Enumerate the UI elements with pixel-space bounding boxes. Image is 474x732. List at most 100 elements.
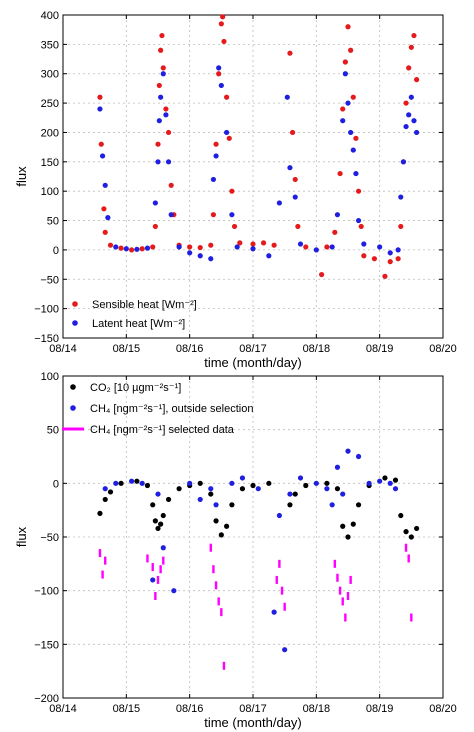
data-point xyxy=(102,486,108,492)
data-point xyxy=(208,491,214,497)
x-tick-label: 08/20 xyxy=(429,343,457,355)
legend-label: Sensible heat [Wm⁻²] xyxy=(92,299,197,311)
data-point xyxy=(350,94,356,100)
data-point xyxy=(250,482,256,489)
data-point xyxy=(371,256,377,262)
legend-swatch xyxy=(70,384,76,390)
data-point xyxy=(139,246,145,252)
data-point xyxy=(101,570,104,579)
data-point xyxy=(216,65,222,71)
data-point xyxy=(342,59,348,65)
data-point xyxy=(292,176,298,183)
data-point xyxy=(105,215,111,221)
data-point xyxy=(98,141,104,147)
data-point xyxy=(168,212,174,218)
data-point xyxy=(276,512,282,519)
data-point xyxy=(162,556,165,565)
data-point xyxy=(398,223,404,230)
x-tick-label: 08/16 xyxy=(176,703,204,715)
data-point xyxy=(229,480,235,486)
data-point xyxy=(340,523,346,529)
data-point xyxy=(340,491,346,497)
data-point xyxy=(101,206,107,212)
data-point xyxy=(229,188,235,194)
data-point xyxy=(113,244,119,250)
data-point xyxy=(146,554,149,563)
data-point xyxy=(297,241,304,247)
data-point xyxy=(144,245,151,251)
data-point xyxy=(276,200,282,206)
data-point xyxy=(224,94,230,100)
data-point xyxy=(158,521,164,527)
data-point xyxy=(97,94,103,100)
legend: Sensible heat [Wm⁻²] Latent heat [Wm⁻²] xyxy=(72,299,197,330)
data-point xyxy=(395,256,401,262)
data-point xyxy=(160,71,166,77)
x-tick-label: 08/17 xyxy=(239,343,267,355)
data-point xyxy=(345,24,351,30)
data-point xyxy=(283,602,286,611)
data-point xyxy=(287,491,293,497)
data-point xyxy=(250,241,256,247)
data-point xyxy=(398,194,404,200)
data-point xyxy=(350,147,356,153)
data-point xyxy=(123,246,129,252)
data-point xyxy=(292,491,298,497)
data-point xyxy=(231,223,238,230)
y-tick-label: −100 xyxy=(34,304,59,316)
data-point xyxy=(160,65,166,71)
data-point xyxy=(303,244,309,250)
data-point xyxy=(222,661,226,670)
data-point xyxy=(210,176,217,183)
data-point xyxy=(282,647,288,653)
bottom-panel: 08/14 08/15 08/16 08/17 08/18 08/19 08/20 −200 −… xyxy=(14,371,457,730)
data-point xyxy=(160,512,166,519)
data-point xyxy=(213,153,219,159)
data-point xyxy=(336,573,339,582)
data-point xyxy=(159,32,165,39)
data-point xyxy=(324,480,330,486)
data-point xyxy=(187,250,193,256)
data-point xyxy=(403,123,409,130)
data-point xyxy=(118,480,124,486)
data-point xyxy=(139,480,145,486)
x-tick-label: 08/20 xyxy=(429,703,457,715)
data-point xyxy=(102,182,108,188)
legend-label: CH₄ [ngm⁻²s⁻¹] selected data xyxy=(90,424,235,436)
data-point xyxy=(165,496,172,503)
data-point xyxy=(348,47,354,53)
data-point xyxy=(155,525,161,532)
data-point xyxy=(313,247,319,253)
data-point xyxy=(287,502,293,508)
y-tick-label: −150 xyxy=(34,333,59,345)
data-point xyxy=(395,247,401,253)
data-point xyxy=(165,159,172,165)
data-point xyxy=(329,244,335,250)
data-point xyxy=(213,141,219,147)
series-group xyxy=(102,448,399,653)
series-group xyxy=(97,14,420,279)
data-point xyxy=(361,253,367,259)
data-point xyxy=(151,563,154,572)
data-point xyxy=(260,240,267,246)
data-point xyxy=(158,47,164,53)
data-point xyxy=(400,159,407,165)
data-point xyxy=(334,212,341,218)
data-point xyxy=(218,532,224,538)
data-point xyxy=(392,477,399,483)
data-point xyxy=(155,491,161,497)
data-point xyxy=(229,212,235,218)
data-point xyxy=(197,253,203,259)
data-point xyxy=(295,223,301,230)
data-point xyxy=(404,543,408,552)
data-point xyxy=(144,482,151,489)
data-point xyxy=(334,486,341,492)
data-point xyxy=(97,510,103,516)
data-point xyxy=(221,38,227,45)
data-point xyxy=(213,518,219,524)
data-point xyxy=(284,94,290,100)
data-point xyxy=(292,194,298,200)
data-point xyxy=(250,246,256,252)
x-tick-label: 08/19 xyxy=(366,703,394,715)
